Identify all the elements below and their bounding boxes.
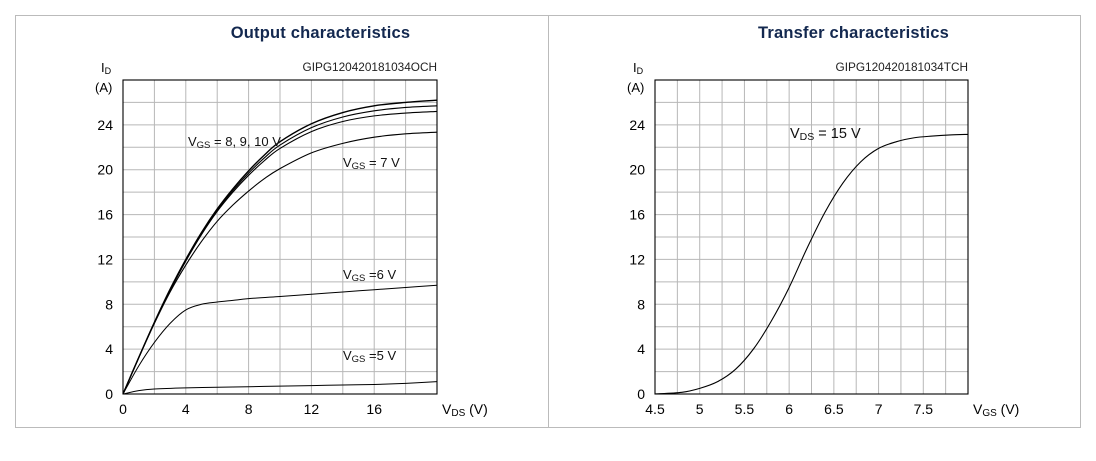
svg-text:6.5: 6.5 <box>824 401 844 417</box>
svg-text:4: 4 <box>637 341 645 357</box>
svg-text:VDS (V): VDS (V) <box>442 401 488 419</box>
svg-text:7: 7 <box>875 401 883 417</box>
svg-text:4: 4 <box>105 341 113 357</box>
svg-text:5.5: 5.5 <box>735 401 755 417</box>
svg-text:12: 12 <box>629 251 645 267</box>
svg-text:16: 16 <box>97 207 113 223</box>
svg-text:8: 8 <box>105 296 113 312</box>
svg-text:0: 0 <box>105 386 113 402</box>
svg-text:0: 0 <box>119 401 127 417</box>
svg-text:VGS = 7 V: VGS = 7 V <box>343 155 400 172</box>
svg-text:20: 20 <box>629 162 645 178</box>
svg-text:ID: ID <box>101 60 112 76</box>
svg-text:VDS = 15 V: VDS = 15 V <box>790 126 861 143</box>
svg-text:16: 16 <box>629 207 645 223</box>
svg-text:VGS =6 V: VGS =6 V <box>343 267 396 284</box>
svg-text:12: 12 <box>304 401 320 417</box>
svg-text:16: 16 <box>366 401 382 417</box>
svg-text:24: 24 <box>97 117 113 133</box>
svg-text:(A): (A) <box>627 80 644 95</box>
svg-text:VGS (V): VGS (V) <box>973 401 1019 419</box>
svg-text:VGS =5 V: VGS =5 V <box>343 348 396 365</box>
svg-text:GIPG120420181034OCH: GIPG120420181034OCH <box>303 60 437 74</box>
svg-text:4.5: 4.5 <box>645 401 665 417</box>
svg-text:(A): (A) <box>95 80 112 95</box>
svg-text:GIPG120420181034TCH: GIPG120420181034TCH <box>836 60 968 74</box>
svg-text:8: 8 <box>245 401 253 417</box>
svg-text:8: 8 <box>637 296 645 312</box>
svg-text:VGS = 8, 9, 10 V: VGS = 8, 9, 10 V <box>188 134 281 151</box>
svg-text:4: 4 <box>182 401 190 417</box>
svg-text:5: 5 <box>696 401 704 417</box>
svg-text:6: 6 <box>785 401 793 417</box>
svg-text:20: 20 <box>97 162 113 178</box>
svg-text:0: 0 <box>637 386 645 402</box>
svg-text:12: 12 <box>97 251 113 267</box>
svg-text:ID: ID <box>633 60 644 76</box>
svg-text:24: 24 <box>629 117 645 133</box>
svg-text:7.5: 7.5 <box>914 401 934 417</box>
